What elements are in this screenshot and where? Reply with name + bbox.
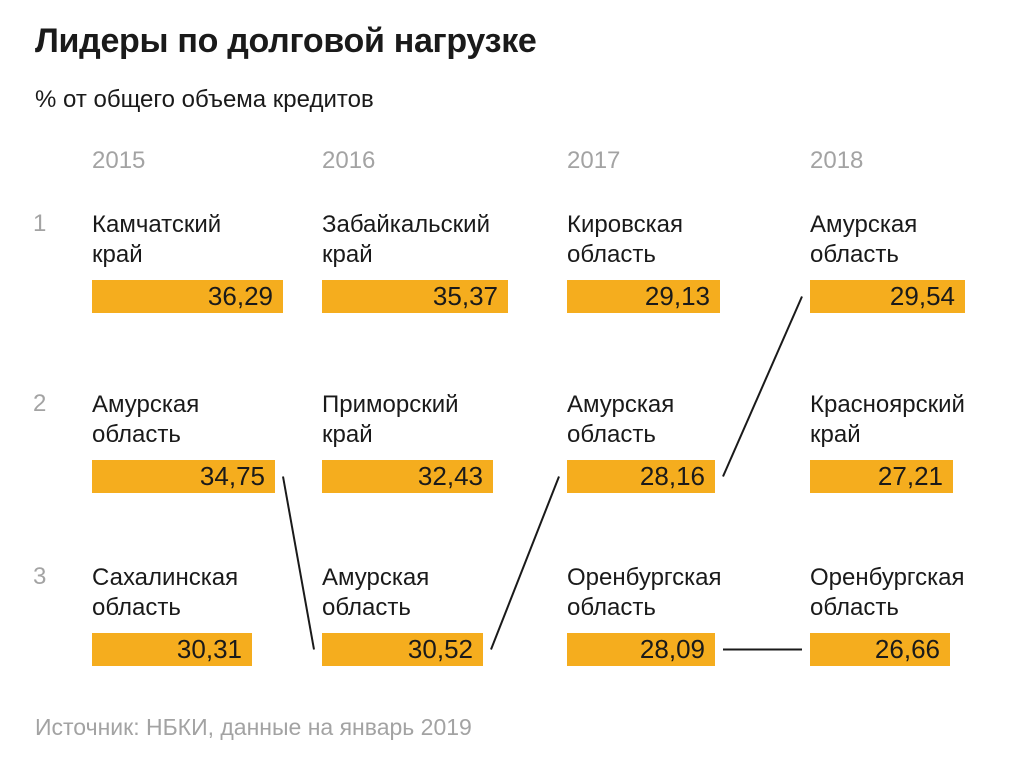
chart-cell: Забайкальский край 35,37 xyxy=(322,210,552,313)
value-bar: 27,21 xyxy=(810,460,953,493)
value-bar: 36,29 xyxy=(92,280,283,313)
chart-cell: Оренбургская область 26,66 xyxy=(810,563,1024,666)
value-bar: 28,09 xyxy=(567,633,715,666)
bar-value-label: 32,43 xyxy=(417,461,483,491)
bar-value-label: 35,37 xyxy=(432,281,498,311)
region-name: Сахалинская область xyxy=(92,564,239,621)
chart-cell: Сахалинская область 30,31 xyxy=(92,563,322,666)
chart-subtitle: % от общего объема кредитов xyxy=(35,86,374,113)
year-label-2016: 2016 xyxy=(322,147,376,174)
region-name: Амурская область xyxy=(567,391,675,448)
rank-label-2: 2 xyxy=(33,390,47,417)
region-name: Амурская область xyxy=(810,211,918,268)
chart-cell: Красноярский край 27,21 xyxy=(810,390,1024,493)
bar-value-label: 30,31 xyxy=(176,634,242,664)
region-name: Забайкальский край xyxy=(322,211,490,268)
source-note: Источник: НБКИ, данные на январь 2019 xyxy=(35,714,472,740)
bar-value-label: 29,13 xyxy=(644,281,710,311)
value-bar: 30,52 xyxy=(322,633,483,666)
chart-cell: Амурская область 28,16 xyxy=(567,390,797,493)
year-label-2018: 2018 xyxy=(810,147,864,174)
value-bar: 29,54 xyxy=(810,280,965,313)
bar-value-label: 34,75 xyxy=(199,461,265,491)
region-name: Красноярский край xyxy=(810,391,965,448)
value-bar: 29,13 xyxy=(567,280,720,313)
region-name: Оренбургская область xyxy=(810,564,965,621)
value-bar: 26,66 xyxy=(810,633,950,666)
value-bar: 32,43 xyxy=(322,460,493,493)
chart-cell: Приморский край 32,43 xyxy=(322,390,552,493)
region-name: Кировская область xyxy=(567,211,683,268)
page-title: Лидеры по долговой нагрузке xyxy=(35,22,537,60)
rank-label-3: 3 xyxy=(33,563,47,590)
region-name: Амурская область xyxy=(92,391,200,448)
chart-cell: Камчатский край 36,29 xyxy=(92,210,322,313)
value-bar: 34,75 xyxy=(92,460,275,493)
chart-cell: Оренбургская область 28,09 xyxy=(567,563,797,666)
rank-label-1: 1 xyxy=(33,210,47,237)
region-name: Оренбургская область xyxy=(567,564,722,621)
chart-cell: Кировская область 29,13 xyxy=(567,210,797,313)
bar-value-label: 29,54 xyxy=(889,281,955,311)
region-name: Амурская область xyxy=(322,564,430,621)
bar-value-label: 36,29 xyxy=(207,281,273,311)
bar-value-label: 28,16 xyxy=(639,461,705,491)
bar-value-label: 28,09 xyxy=(639,634,705,664)
region-name: Приморский край xyxy=(322,391,459,448)
value-bar: 30,31 xyxy=(92,633,252,666)
chart-cell: Амурская область 30,52 xyxy=(322,563,552,666)
value-bar: 28,16 xyxy=(567,460,715,493)
chart-cell: Амурская область 29,54 xyxy=(810,210,1024,313)
chart-cell: Амурская область 34,75 xyxy=(92,390,322,493)
bar-value-label: 27,21 xyxy=(877,461,943,491)
bar-value-label: 26,66 xyxy=(874,634,940,664)
year-label-2015: 2015 xyxy=(92,147,146,174)
value-bar: 35,37 xyxy=(322,280,508,313)
year-label-2017: 2017 xyxy=(567,147,621,174)
region-name: Камчатский край xyxy=(92,211,222,268)
bar-value-label: 30,52 xyxy=(407,634,473,664)
